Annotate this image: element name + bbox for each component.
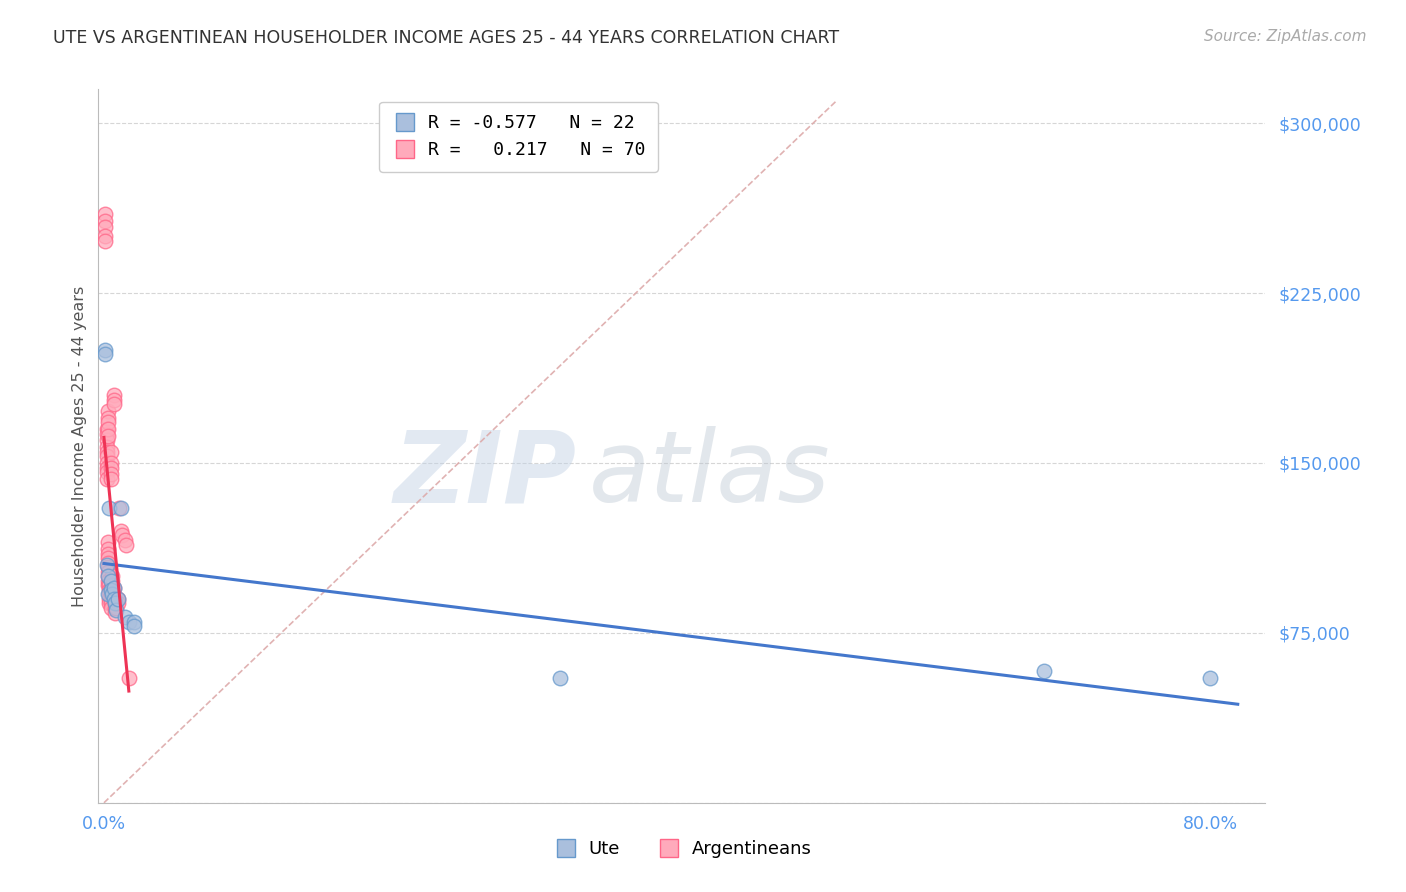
Point xyxy=(114,533,136,547)
Point xyxy=(101,574,124,588)
Point xyxy=(101,582,124,597)
Point xyxy=(104,606,127,620)
Point xyxy=(97,551,120,566)
Point xyxy=(124,615,146,629)
Point xyxy=(96,465,118,479)
Point xyxy=(96,472,118,486)
Point xyxy=(105,597,128,611)
Point xyxy=(110,524,132,538)
Point xyxy=(103,591,125,606)
Point xyxy=(104,601,127,615)
Point xyxy=(96,440,118,454)
Point xyxy=(107,591,129,606)
Point xyxy=(101,578,124,592)
Point xyxy=(107,591,129,606)
Point xyxy=(101,587,124,601)
Point xyxy=(96,444,118,458)
Text: Source: ZipAtlas.com: Source: ZipAtlas.com xyxy=(1204,29,1367,44)
Legend: Ute, Argentineans: Ute, Argentineans xyxy=(546,833,818,865)
Point xyxy=(1199,671,1222,685)
Point xyxy=(100,591,122,606)
Point xyxy=(103,392,125,407)
Point xyxy=(94,213,117,227)
Point xyxy=(124,619,146,633)
Point xyxy=(100,444,122,458)
Point xyxy=(97,410,120,425)
Point xyxy=(100,582,122,597)
Point xyxy=(105,603,128,617)
Point xyxy=(111,528,134,542)
Point xyxy=(98,582,121,597)
Point xyxy=(94,234,117,248)
Point xyxy=(105,601,128,615)
Point xyxy=(103,397,125,411)
Point xyxy=(97,547,120,561)
Point xyxy=(94,220,117,235)
Text: atlas: atlas xyxy=(589,426,830,523)
Point xyxy=(100,472,122,486)
Point xyxy=(96,422,118,436)
Point xyxy=(97,429,120,443)
Point xyxy=(96,426,118,441)
Point xyxy=(110,501,132,516)
Point xyxy=(100,587,122,601)
Point xyxy=(100,601,122,615)
Point xyxy=(104,591,127,606)
Point xyxy=(97,560,120,574)
Point xyxy=(104,597,127,611)
Point xyxy=(97,569,120,583)
Point xyxy=(98,597,121,611)
Point xyxy=(101,569,124,583)
Point xyxy=(118,671,141,685)
Y-axis label: Householder Income Ages 25 - 44 years: Householder Income Ages 25 - 44 years xyxy=(72,285,87,607)
Point xyxy=(548,671,571,685)
Point xyxy=(97,565,120,579)
Point xyxy=(97,422,120,436)
Point xyxy=(94,229,117,244)
Point xyxy=(100,574,122,588)
Point xyxy=(97,404,120,418)
Point xyxy=(1033,665,1056,679)
Point xyxy=(98,591,121,606)
Point xyxy=(101,587,124,601)
Point xyxy=(100,581,122,595)
Point xyxy=(103,581,125,595)
Point xyxy=(107,597,129,611)
Point xyxy=(94,343,117,357)
Point xyxy=(96,449,118,463)
Point xyxy=(98,501,121,516)
Point xyxy=(97,535,120,549)
Point xyxy=(103,587,125,601)
Point xyxy=(100,467,122,482)
Point xyxy=(100,456,122,470)
Point xyxy=(98,587,121,601)
Text: UTE VS ARGENTINEAN HOUSEHOLDER INCOME AGES 25 - 44 YEARS CORRELATION CHART: UTE VS ARGENTINEAN HOUSEHOLDER INCOME AG… xyxy=(53,29,839,46)
Point xyxy=(118,615,141,629)
Point xyxy=(100,460,122,475)
Point xyxy=(104,597,127,611)
Point xyxy=(97,574,120,588)
Point xyxy=(96,456,118,470)
Point xyxy=(97,415,120,429)
Point xyxy=(114,610,136,624)
Point xyxy=(97,556,120,570)
Point xyxy=(98,578,121,592)
Point xyxy=(105,591,128,606)
Point xyxy=(97,542,120,557)
Point xyxy=(94,207,117,221)
Point xyxy=(103,388,125,402)
Point xyxy=(108,501,131,516)
Point xyxy=(97,587,120,601)
Point xyxy=(97,578,120,592)
Point xyxy=(115,537,138,551)
Point xyxy=(103,581,125,595)
Point xyxy=(96,434,118,448)
Point xyxy=(94,347,117,361)
Point xyxy=(96,558,118,572)
Point xyxy=(100,597,122,611)
Point xyxy=(97,569,120,583)
Point xyxy=(96,460,118,475)
Text: ZIP: ZIP xyxy=(394,426,576,523)
